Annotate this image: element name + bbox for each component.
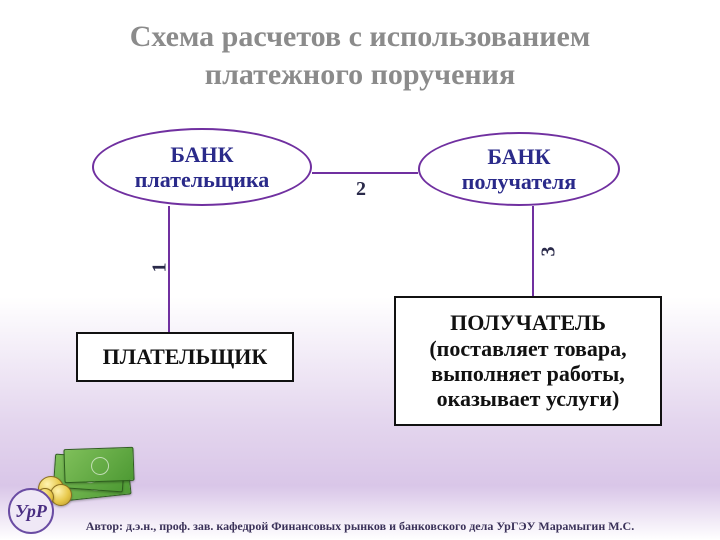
footer-author: Автор: д.э.н., проф. зав. кафедрой Финан…	[0, 519, 720, 534]
edge-2-label: 2	[356, 178, 366, 201]
edge-3-line	[532, 206, 534, 296]
node-bank-payee: БАНК получателя	[418, 132, 620, 206]
edge-1-label: 1	[149, 263, 172, 273]
node-bank-payee-label: БАНК получателя	[462, 144, 576, 195]
edge-2-line	[312, 172, 418, 174]
node-bank-payer-label: БАНК плательщика	[135, 142, 270, 193]
money-stack-icon	[36, 434, 146, 504]
edge-3-label: 3	[538, 247, 561, 257]
slide-title: Схема расчетов с использованием платежно…	[0, 18, 720, 93]
node-payee: ПОЛУЧАТЕЛЬ (поставляет товара, выполняет…	[394, 296, 662, 426]
node-payer-label: ПЛАТЕЛЬЩИК	[103, 344, 268, 369]
node-bank-payer: БАНК плательщика	[92, 128, 312, 206]
node-payer: ПЛАТЕЛЬЩИК	[76, 332, 294, 382]
node-payee-label: ПОЛУЧАТЕЛЬ (поставляет товара, выполняет…	[429, 310, 626, 411]
